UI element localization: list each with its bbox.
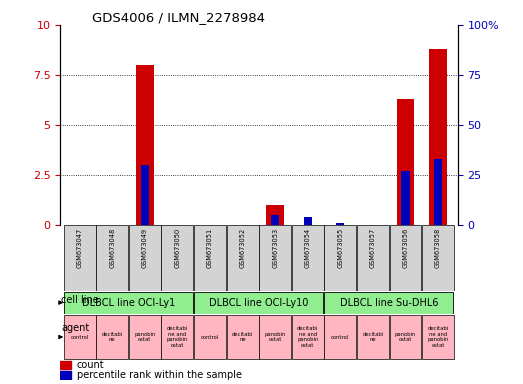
Text: GSM673047: GSM673047 xyxy=(77,228,83,268)
Bar xyxy=(357,225,389,291)
Bar xyxy=(266,205,284,225)
Text: GDS4006 / ILMN_2278984: GDS4006 / ILMN_2278984 xyxy=(92,11,265,24)
Text: control: control xyxy=(71,334,89,339)
Text: count: count xyxy=(77,360,105,370)
Bar xyxy=(162,315,194,359)
Bar xyxy=(390,225,422,291)
Bar xyxy=(226,225,258,291)
Text: decitabi
ne: decitabi ne xyxy=(362,332,383,343)
Bar xyxy=(129,315,161,359)
Bar xyxy=(96,225,128,291)
Text: percentile rank within the sample: percentile rank within the sample xyxy=(77,370,242,380)
Bar xyxy=(292,225,324,291)
Text: decitabi
ne and
panobin
ostat: decitabi ne and panobin ostat xyxy=(167,326,188,348)
Bar xyxy=(402,171,410,225)
Text: GSM673052: GSM673052 xyxy=(240,228,246,268)
Bar xyxy=(259,315,291,359)
Bar xyxy=(324,225,356,291)
Bar xyxy=(422,225,454,291)
Bar xyxy=(292,315,324,359)
Text: DLBCL line OCI-Ly10: DLBCL line OCI-Ly10 xyxy=(209,298,309,308)
Bar xyxy=(64,292,193,314)
Bar xyxy=(390,315,422,359)
Text: decitabi
ne and
panobin
ostat: decitabi ne and panobin ostat xyxy=(427,326,449,348)
Text: agent: agent xyxy=(61,323,89,333)
Bar xyxy=(129,225,161,291)
Text: GSM673058: GSM673058 xyxy=(435,228,441,268)
Bar xyxy=(141,165,149,225)
Text: GSM673049: GSM673049 xyxy=(142,228,148,268)
Text: GSM673054: GSM673054 xyxy=(305,228,311,268)
Bar xyxy=(60,361,71,369)
Text: GSM673050: GSM673050 xyxy=(175,228,180,268)
Bar xyxy=(194,225,226,291)
Bar xyxy=(324,315,356,359)
Bar xyxy=(96,315,128,359)
Bar xyxy=(357,315,389,359)
Bar xyxy=(64,225,96,291)
Text: GSM673051: GSM673051 xyxy=(207,228,213,268)
Bar xyxy=(336,223,345,225)
Bar xyxy=(64,315,96,359)
Text: GSM673048: GSM673048 xyxy=(109,228,115,268)
Bar xyxy=(422,315,454,359)
Bar xyxy=(396,99,414,225)
Text: GSM673056: GSM673056 xyxy=(403,228,408,268)
Bar xyxy=(194,315,226,359)
Bar xyxy=(271,215,279,225)
Text: panobin
ostat: panobin ostat xyxy=(395,332,416,343)
Text: decitabi
ne and
panobin
ostat: decitabi ne and panobin ostat xyxy=(297,326,319,348)
Bar xyxy=(304,217,312,225)
Text: GSM673057: GSM673057 xyxy=(370,228,376,268)
Bar xyxy=(194,292,323,314)
Text: control: control xyxy=(331,334,349,339)
Text: decitabi
ne: decitabi ne xyxy=(232,332,253,343)
Bar xyxy=(136,65,154,225)
Text: GSM673053: GSM673053 xyxy=(272,228,278,268)
Bar xyxy=(259,225,291,291)
Bar xyxy=(324,292,453,314)
Text: panobin
ostat: panobin ostat xyxy=(134,332,155,343)
Text: panobin
ostat: panobin ostat xyxy=(265,332,286,343)
Text: DLBCL line OCI-Ly1: DLBCL line OCI-Ly1 xyxy=(82,298,175,308)
Text: DLBCL line Su-DHL6: DLBCL line Su-DHL6 xyxy=(340,298,438,308)
Text: GSM673055: GSM673055 xyxy=(337,228,343,268)
Text: cell line: cell line xyxy=(61,295,99,305)
Text: decitabi
ne: decitabi ne xyxy=(101,332,123,343)
Bar xyxy=(162,225,194,291)
Bar xyxy=(226,315,258,359)
Text: control: control xyxy=(201,334,219,339)
Bar xyxy=(60,371,71,379)
Bar xyxy=(429,49,447,225)
Bar xyxy=(434,159,442,225)
